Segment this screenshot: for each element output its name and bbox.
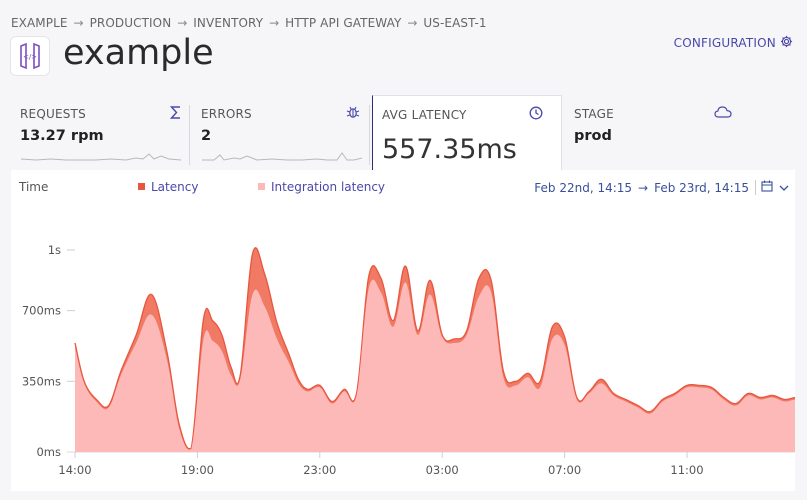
legend-latency[interactable]: Latency (138, 180, 198, 194)
breadcrumb-item[interactable]: PRODUCTION (89, 16, 172, 30)
latency-area-chart: 0ms 350ms 700ms 1s 14:00 19:00 23:00 03:00 07:0… (22, 243, 795, 477)
tile-value: prod (574, 128, 612, 144)
integration-latency-area (75, 279, 795, 452)
errors-tile[interactable]: ERRORS 2 (192, 95, 367, 170)
tile-divider (369, 105, 370, 165)
x-tick-label: 11:00 (670, 463, 703, 477)
errors-sparkline (202, 152, 362, 161)
breadcrumb-item[interactable]: EXAMPLE (11, 16, 68, 30)
range-end: Feb 23rd, 14:15 (654, 180, 749, 195)
x-tick-label: 07:00 (548, 463, 581, 477)
sigma-icon (169, 104, 182, 123)
y-tick-label: 700ms (22, 304, 61, 318)
configuration-label: CONFIGURATION (673, 36, 776, 50)
calendar-icon (755, 180, 773, 195)
legend-label: Latency (151, 180, 199, 194)
breadcrumb-separator: → (73, 16, 84, 30)
breadcrumb-item[interactable]: US-EAST-1 (423, 16, 487, 30)
x-tick-label: 03:00 (426, 463, 459, 477)
tile-label: AVG LATENCY (382, 108, 467, 122)
requests-sparkline (21, 153, 181, 161)
range-arrow: → (638, 180, 649, 195)
tile-value: 557.35ms (382, 134, 517, 165)
x-tick-label: 23:00 (303, 463, 336, 477)
x-tick-label: 14:00 (58, 463, 91, 477)
latency-line (74, 247, 795, 450)
api-gateway-icon: </> (11, 37, 49, 75)
bug-icon (346, 104, 360, 123)
legend-swatch-integration (258, 183, 265, 190)
breadcrumb: EXAMPLE → PRODUCTION → INVENTORY → HTTP … (11, 16, 487, 30)
breadcrumb-separator: → (269, 16, 280, 30)
requests-tile[interactable]: REQUESTS 13.27 rpm (11, 95, 187, 170)
chevron-down-icon (779, 181, 789, 195)
tile-value: 2 (201, 128, 212, 144)
y-tick-label: 350ms (22, 374, 61, 388)
avg-latency-tile[interactable]: AVG LATENCY 557.35ms (372, 95, 562, 171)
tile-label: ERRORS (201, 107, 252, 121)
date-range-picker[interactable]: Feb 22nd, 14:15 → Feb 23rd, 14:15 (534, 180, 789, 195)
tile-label: STAGE (574, 107, 614, 121)
tile-divider (189, 105, 190, 165)
configuration-button[interactable]: CONFIGURATION (674, 35, 793, 51)
cloud-icon (714, 104, 732, 123)
tile-label: REQUESTS (20, 107, 86, 121)
time-label: Time (19, 180, 49, 194)
stage-tile[interactable]: STAGE prod (565, 95, 740, 170)
breadcrumb-item[interactable]: HTTP API GATEWAY (285, 16, 402, 30)
metric-tiles: REQUESTS 13.27 rpm ERRORS 2 AVG LATENCY (11, 95, 795, 171)
tile-value: 13.27 rpm (20, 128, 104, 144)
latency-chart-panel: Time Latency Integration latency Feb 22n… (11, 170, 795, 491)
svg-text:</>: </> (23, 53, 37, 61)
page-title: example (63, 33, 214, 73)
breadcrumb-separator: → (177, 16, 188, 30)
legend-swatch-latency (138, 183, 145, 190)
y-tick-label: 1s (48, 243, 61, 257)
range-start: Feb 22nd, 14:15 (534, 180, 633, 195)
gear-icon (780, 35, 793, 51)
breadcrumb-separator: → (407, 16, 418, 30)
x-tick-label: 19:00 (181, 463, 214, 477)
y-tick-label: 0ms (36, 445, 61, 459)
breadcrumb-item[interactable]: INVENTORY (193, 16, 264, 30)
legend-label: Integration latency (271, 180, 386, 194)
clock-icon (529, 105, 543, 124)
legend-integration-latency[interactable]: Integration latency (258, 180, 385, 194)
